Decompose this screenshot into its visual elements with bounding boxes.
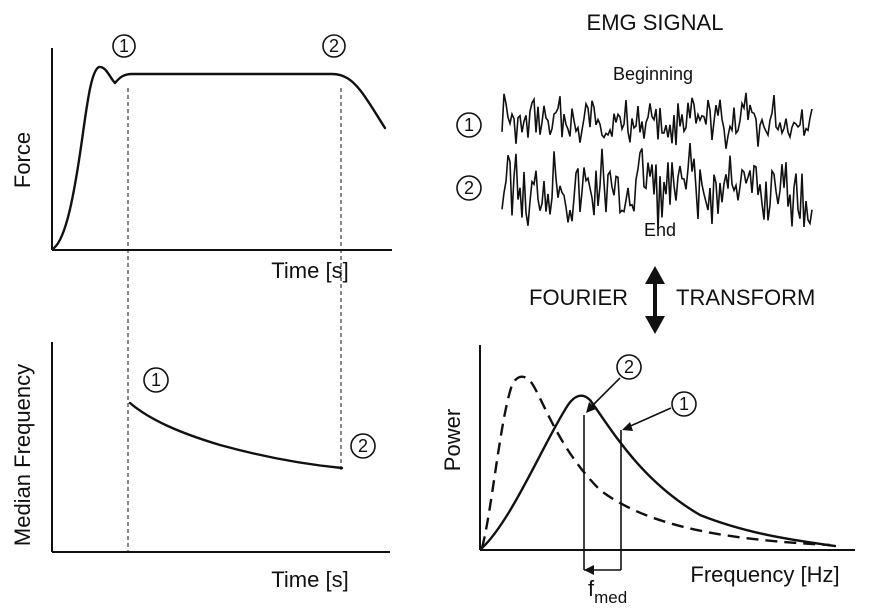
emg-signal-end bbox=[501, 143, 813, 230]
fmed-label: fmed bbox=[588, 576, 627, 607]
svg-text:2: 2 bbox=[464, 178, 474, 198]
svg-text:1: 1 bbox=[464, 115, 474, 135]
svg-text:2: 2 bbox=[358, 436, 368, 456]
spectrum-end-dashed bbox=[480, 375, 831, 549]
force-marker-1: 1 bbox=[112, 34, 136, 58]
transform-label: TRANSFORM bbox=[676, 285, 815, 310]
median-frequency-curve bbox=[128, 401, 344, 470]
svg-text:2: 2 bbox=[624, 357, 634, 377]
power-marker-2: 2 bbox=[616, 354, 642, 380]
emg-signal-panel: EMG SIGNAL Beginning 1 2 End bbox=[456, 10, 813, 240]
svg-text:1: 1 bbox=[119, 36, 129, 56]
pointer-2 bbox=[587, 377, 621, 411]
svg-text:2: 2 bbox=[329, 36, 339, 56]
power-spectrum-panel: 2 1 Power Frequency [Hz] fmed bbox=[440, 345, 855, 607]
force-curve bbox=[52, 65, 387, 250]
svg-text:1: 1 bbox=[151, 370, 161, 390]
fourier-transform: FOURIER TRANSFORM bbox=[529, 266, 815, 334]
median-frequency-panel: Median Frequency Time [s] 1 2 bbox=[10, 342, 390, 592]
median-marker-1: 1 bbox=[143, 367, 169, 393]
power-y-label: Power bbox=[440, 409, 465, 471]
force-marker-2: 2 bbox=[322, 34, 346, 58]
median-y-label: Median Frequency bbox=[10, 364, 35, 546]
power-x-label: Frequency [Hz] bbox=[690, 562, 839, 587]
emg-marker-2: 2 bbox=[456, 175, 482, 201]
median-marker-2: 2 bbox=[350, 433, 376, 459]
fourier-label: FOURIER bbox=[529, 285, 628, 310]
force-y-label: Force bbox=[10, 132, 35, 188]
emg-title: EMG SIGNAL bbox=[587, 10, 724, 35]
emg-signal-beginning bbox=[501, 92, 813, 149]
median-x-label: Time [s] bbox=[271, 567, 348, 592]
pointer-1 bbox=[625, 407, 672, 429]
force-panel: Force Time [s] 1 2 bbox=[10, 34, 392, 283]
emg-marker-1: 1 bbox=[456, 112, 482, 138]
emg-beginning-label: Beginning bbox=[613, 64, 693, 84]
emg-end-label: End bbox=[644, 220, 676, 240]
svg-text:1: 1 bbox=[679, 394, 689, 414]
fmed-arrow-icon bbox=[584, 565, 594, 575]
power-marker-1: 1 bbox=[671, 391, 697, 417]
spectrum-beginning-solid bbox=[480, 394, 837, 550]
force-x-label: Time [s] bbox=[271, 258, 348, 283]
double-arrow-icon bbox=[645, 266, 665, 334]
